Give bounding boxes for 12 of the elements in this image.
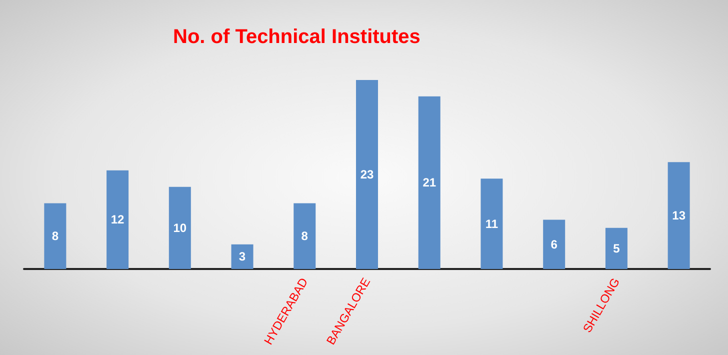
data-label: 21 [422,176,436,190]
data-label: 23 [360,168,374,182]
data-label: 12 [110,212,125,227]
chart-title: No. of Technical Institutes [173,26,420,48]
data-label: 11 [485,216,498,231]
data-label: 13 [672,208,686,223]
data-label: 3 [238,250,246,264]
data-label: 10 [173,220,187,235]
data-label: 5 [613,241,620,256]
data-label: 8 [301,229,308,244]
data-label: 8 [52,229,59,244]
data-label: 6 [550,237,558,252]
